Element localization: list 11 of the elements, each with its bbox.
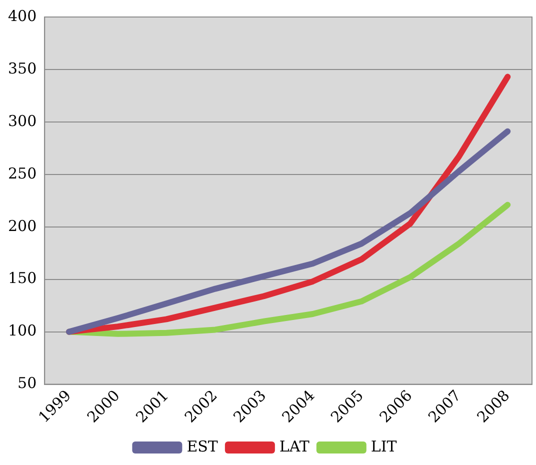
y-tick-label: 150 (8, 269, 37, 288)
y-tick-label: 100 (8, 322, 37, 340)
legend-label: EST (186, 437, 218, 456)
y-tick-label: 300 (8, 112, 37, 130)
y-tick-label: 200 (8, 216, 37, 235)
y-tick-label: 250 (8, 164, 37, 182)
y-tick-label: 50 (18, 374, 37, 392)
legend-label: LAT (279, 437, 310, 456)
y-tick-label: 350 (8, 59, 37, 78)
y-tick-label: 400 (8, 6, 37, 25)
legend-label: LIT (370, 437, 397, 456)
